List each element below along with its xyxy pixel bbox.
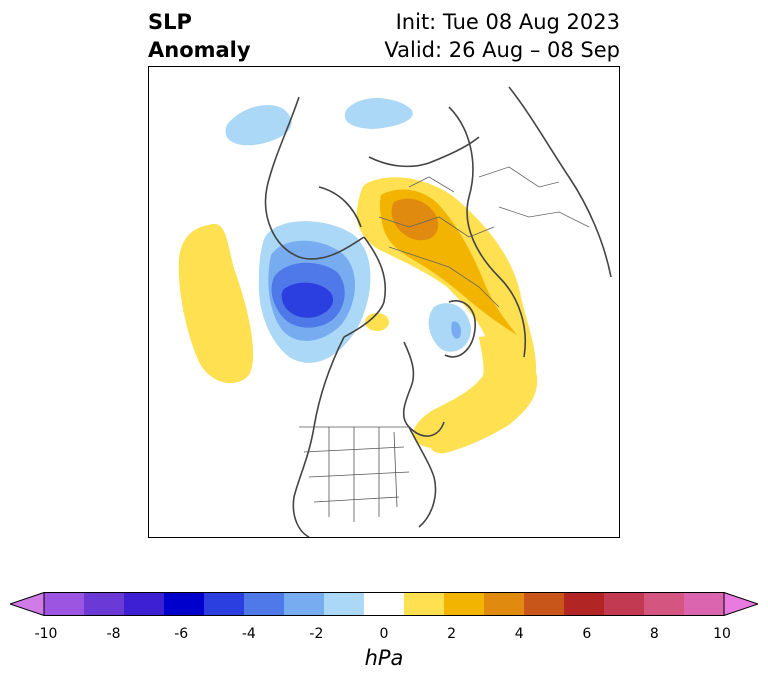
map-panel	[148, 66, 620, 538]
colorbar-segments	[10, 592, 758, 616]
colorbar-segment	[524, 592, 565, 616]
small-positive-anomaly	[365, 313, 389, 331]
greenland-negative-anomaly	[428, 303, 471, 352]
plot-title-dates: Init: Tue 08 Aug 2023 Valid: 26 Aug – 08…	[384, 8, 620, 64]
colorbar-tick-label: 2	[447, 626, 457, 642]
colorbar-tick-label: 8	[649, 626, 659, 642]
valid-range: Valid: 26 Aug – 08 Sep	[384, 38, 620, 62]
colorbar-segment	[404, 592, 445, 616]
colorbar-unit-label: hPa	[364, 646, 404, 670]
colorbar-segment	[444, 592, 485, 616]
colorbar-segment	[644, 592, 685, 616]
atlantic-positive-anomaly	[429, 336, 538, 454]
colorbar-tick-label: 10	[713, 626, 731, 642]
europe-positive-anomaly-3	[391, 198, 439, 241]
title-line-1: SLP	[148, 10, 192, 34]
colorbar-segment	[124, 592, 165, 616]
colorbar-tick-label: -2	[309, 626, 324, 642]
colorbar-segment	[284, 592, 325, 616]
pacific-positive-anomaly	[178, 223, 254, 384]
northeast-negative-anomaly	[344, 98, 413, 129]
colorbar-segment	[244, 592, 285, 616]
colorbar-tick-label: -4	[241, 626, 256, 642]
greenland-negative-core	[451, 321, 462, 339]
colorbar-segment	[204, 592, 245, 616]
colorbar-segment	[604, 592, 645, 616]
colorbar-segment	[684, 592, 725, 616]
country-borders	[378, 166, 590, 308]
colorbar-segment	[564, 592, 605, 616]
colorbar	[10, 592, 758, 616]
colorbar-segment	[364, 592, 405, 616]
colorbar-extend-min	[10, 592, 45, 616]
colorbar-segment	[484, 592, 525, 616]
colorbar-segment	[84, 592, 125, 616]
colorbar-tick-label: -6	[174, 626, 189, 642]
colorbar-extend-max	[723, 592, 758, 616]
colorbar-tick-label: 4	[514, 626, 524, 642]
northwest-negative-anomaly	[225, 104, 292, 146]
colorbar-tick-label: -10	[34, 626, 58, 642]
canada-negative-anomaly-core	[281, 282, 334, 318]
colorbar-tick-label: 6	[582, 626, 592, 642]
anomaly-map	[178, 86, 612, 537]
colorbar-outline	[43, 592, 725, 616]
state-borders	[299, 426, 410, 522]
colorbar-segment	[164, 592, 205, 616]
init-date: Init: Tue 08 Aug 2023	[395, 10, 620, 34]
plot-title-variable: SLP Anomaly	[148, 8, 251, 64]
title-line-2: Anomaly	[148, 38, 251, 62]
colorbar-segment	[44, 592, 85, 616]
colorbar-tick-label: -8	[106, 626, 121, 642]
colorbar-segment	[324, 592, 365, 616]
coastlines	[264, 86, 612, 537]
colorbar-tick-label: 0	[379, 626, 389, 642]
